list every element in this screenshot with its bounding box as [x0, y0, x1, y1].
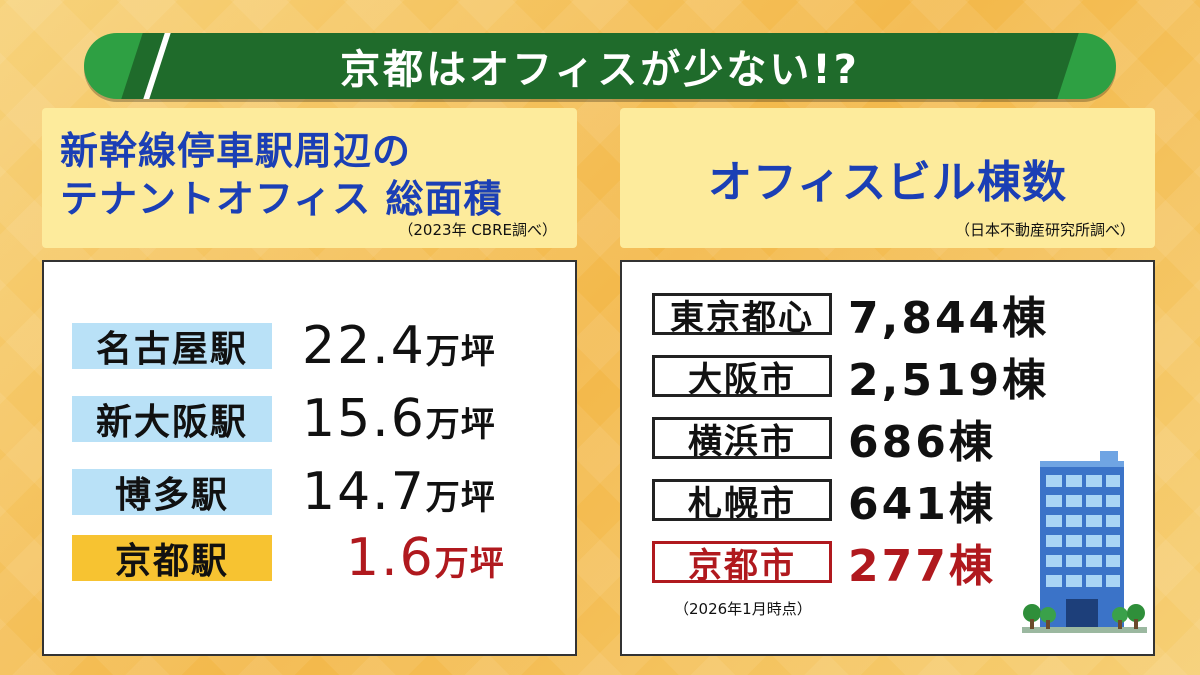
office-area-panel: 名古屋駅 22.4万坪 新大阪駅 15.6万坪 博多駅 14.7万坪 京都駅 1…: [42, 260, 577, 656]
count-value: 2,519棟: [848, 355, 1050, 406]
count-row: 札幌市 641棟: [652, 476, 996, 530]
station-name: 新大阪駅: [72, 396, 272, 443]
count-value: 686棟: [848, 417, 996, 468]
left-heading-line2: テナントオフィス 総面積: [60, 177, 503, 221]
city-name: 東京都心: [652, 293, 832, 338]
right-source: （日本不動産研究所調べ）: [954, 221, 1135, 239]
office-building-illustration: [1022, 451, 1147, 633]
station-name-kyoto: 京都駅: [72, 535, 272, 582]
count-row: 東京都心 7,844棟: [652, 290, 1049, 344]
left-source: （2023年 CBRE調べ）: [398, 221, 557, 239]
count-value: 641棟: [848, 479, 996, 530]
count-row-kyoto: 京都市 277棟: [652, 538, 996, 592]
station-name: 博多駅: [72, 469, 272, 516]
area-unit: 万坪: [434, 544, 505, 584]
area-number: 15.6: [302, 389, 426, 449]
left-heading-line1: 新幹線停車駅周辺の: [60, 129, 412, 173]
city-name-kyoto: 京都市: [652, 541, 832, 586]
area-unit: 万坪: [425, 332, 496, 372]
area-number: 14.7: [302, 462, 426, 522]
area-row: 博多駅 14.7万坪: [72, 462, 496, 522]
count-row: 横浜市 686棟: [652, 414, 996, 468]
area-row-kyoto: 京都駅 1.6万坪: [72, 528, 505, 588]
area-value: 22.4万坪: [302, 316, 496, 376]
area-value: 15.6万坪: [302, 389, 496, 449]
count-row: 大阪市 2,519棟: [652, 352, 1049, 406]
area-number: 22.4: [302, 316, 426, 376]
city-name: 札幌市: [652, 479, 832, 524]
date-note: （2026年1月時点）: [674, 600, 812, 618]
station-name: 名古屋駅: [72, 323, 272, 370]
city-name: 大阪市: [652, 355, 832, 400]
left-heading-box: 新幹線停車駅周辺の テナントオフィス 総面積 （2023年 CBRE調べ）: [42, 108, 577, 248]
page-title: 京都はオフィスが少ない!?: [340, 47, 860, 93]
right-heading: オフィスビル棟数: [707, 157, 1068, 208]
area-unit: 万坪: [425, 478, 496, 518]
building-count-panel: 東京都心 7,844棟 大阪市 2,519棟 横浜市 686棟 札幌市 641棟…: [620, 260, 1155, 656]
tree-icon: [1023, 604, 1145, 629]
title-banner: 京都はオフィスが少ない!?: [84, 33, 1116, 99]
area-unit: 万坪: [425, 405, 496, 445]
area-number: 1.6: [346, 528, 435, 588]
area-value-kyoto: 1.6万坪: [346, 528, 505, 588]
area-row: 名古屋駅 22.4万坪: [72, 316, 496, 376]
area-value: 14.7万坪: [302, 462, 496, 522]
right-heading-box: オフィスビル棟数 （日本不動産研究所調べ）: [620, 108, 1155, 248]
area-row: 新大阪駅 15.6万坪: [72, 389, 496, 449]
count-value-kyoto: 277棟: [848, 541, 996, 592]
city-name: 横浜市: [652, 417, 832, 462]
count-value: 7,844棟: [848, 293, 1050, 344]
